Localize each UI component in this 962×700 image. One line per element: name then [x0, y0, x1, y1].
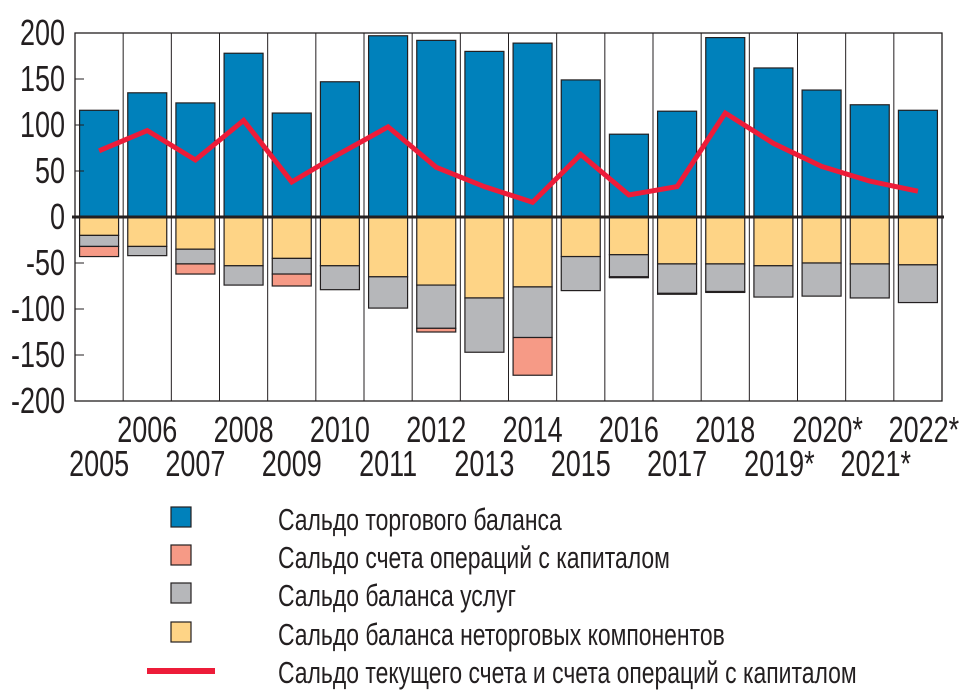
- y-axis: 200 150 100 50 0 -50 -100 -150 -200: [11, 12, 84, 421]
- bar-capital-account: [608, 276, 650, 279]
- bar-capital-account: [271, 273, 312, 287]
- y-tick-label: 150: [20, 58, 65, 99]
- bar-trade-balance: [608, 133, 650, 218]
- bar-services-balance: [416, 284, 457, 329]
- bar-nontrade-balance: [464, 216, 505, 299]
- bar-services-balance: [271, 257, 312, 275]
- bar-nontrade-balance: [801, 216, 842, 264]
- y-tick-label: 100: [20, 104, 65, 145]
- bar-trade-balance: [78, 109, 120, 218]
- bar-nontrade-balance: [319, 216, 361, 267]
- x-tick-label: 2021*: [840, 443, 911, 484]
- bar-capital-account: [175, 263, 216, 275]
- bar-nontrade-balance: [897, 216, 939, 266]
- x-tick-label: 2006: [117, 409, 177, 450]
- bar-trade-balance: [319, 81, 361, 218]
- bar-services-balance: [319, 265, 361, 291]
- bar-nontrade-balance: [271, 216, 312, 260]
- x-tick-label: 2007: [165, 443, 225, 484]
- y-tick-label: -100: [11, 288, 65, 329]
- x-tick-label: 2008: [214, 409, 274, 450]
- bar-services-balance: [223, 265, 264, 286]
- bar-nontrade-balance: [416, 216, 457, 286]
- y-tick-label: 200: [20, 12, 65, 53]
- bar-nontrade-balance: [705, 216, 746, 265]
- bar-services-balance: [175, 248, 216, 265]
- bar-trade-balance: [849, 104, 890, 218]
- y-tick-label: -50: [26, 242, 65, 283]
- bar-capital-account: [416, 327, 457, 333]
- y-tick-label: -200: [11, 380, 65, 421]
- x-tick-label: 2011: [359, 443, 417, 484]
- bar-nontrade-balance: [656, 216, 698, 265]
- bar-services-balance: [753, 265, 794, 298]
- bar-trade-balance: [416, 39, 457, 218]
- bar-nontrade-balance: [223, 216, 264, 267]
- bar-capital-account: [705, 290, 746, 294]
- y-tick-label: 50: [35, 150, 65, 191]
- bar-capital-account: [78, 245, 120, 258]
- x-tick-label: 2014: [503, 409, 563, 450]
- legend-label: Сальдо баланса услуг: [278, 578, 516, 613]
- bar-services-balance: [897, 264, 939, 304]
- bar-capital-account: [512, 336, 553, 376]
- x-tick-label: 2015: [551, 443, 611, 484]
- bar-services-balance: [656, 263, 698, 294]
- bar-services-balance: [608, 254, 650, 278]
- bar-services-balance: [705, 263, 746, 293]
- current-account-line-layer: [98, 109, 919, 206]
- bar-nontrade-balance: [849, 216, 890, 265]
- x-tick-label: 2013: [454, 443, 514, 484]
- bar-services-balance: [78, 234, 120, 248]
- x-tick-label: 2012: [406, 409, 466, 450]
- bar-services-balance: [560, 255, 601, 292]
- bar-capital-account: [656, 292, 698, 295]
- legend-swatch: [170, 582, 192, 604]
- bar-trade-balance: [705, 36, 746, 218]
- x-axis: 2005200620072008200920102011201220132014…: [69, 409, 959, 484]
- bar-services-balance: [801, 262, 842, 297]
- bar-nontrade-balance: [78, 216, 120, 236]
- y-tick-label: 0: [50, 196, 65, 237]
- bar-trade-balance: [897, 109, 939, 218]
- legend-label: Сальдо торгового баланса: [278, 502, 562, 537]
- x-tick-label: 2009: [262, 443, 322, 484]
- x-tick-label: 2022*: [889, 409, 960, 450]
- bar-nontrade-balance: [512, 216, 553, 288]
- x-tick-label: 2005: [69, 443, 129, 484]
- bar-nontrade-balance: [560, 216, 601, 258]
- bar-nontrade-balance: [608, 216, 650, 256]
- x-tick-label: 2018: [695, 409, 755, 450]
- legend-swatch: [170, 621, 192, 643]
- bar-services-balance: [849, 263, 890, 299]
- bar-nontrade-balance: [175, 216, 216, 250]
- legend-label: Сальдо текущего счета и счета операций с…: [278, 655, 857, 690]
- bar-services-balance: [367, 276, 409, 309]
- y-tick-label: -150: [11, 334, 65, 375]
- bar-trade-balance: [127, 92, 168, 218]
- legend-label: Сальдо баланса неторговых компонентов: [278, 617, 725, 652]
- bar-nontrade-balance: [367, 216, 409, 278]
- bar-services-balance: [127, 245, 168, 257]
- x-tick-label: 2016: [599, 409, 659, 450]
- x-tick-label: 2017: [647, 443, 707, 484]
- legend-swatch: [170, 544, 192, 566]
- x-tick-label: 2010: [310, 409, 370, 450]
- bar-services-balance: [464, 297, 505, 353]
- legend-label: Сальдо счета операций с капиталом: [278, 540, 670, 575]
- x-tick-label: 2020*: [792, 409, 863, 450]
- bar-nontrade-balance: [753, 216, 794, 267]
- bar-trade-balance: [801, 89, 842, 218]
- current-account-line: [98, 109, 919, 206]
- bar-nontrade-balance: [127, 216, 168, 248]
- bar-trade-balance: [560, 79, 601, 218]
- legend-swatch: [170, 506, 192, 528]
- x-tick-label: 2019*: [744, 443, 815, 484]
- bar-services-balance: [512, 286, 553, 339]
